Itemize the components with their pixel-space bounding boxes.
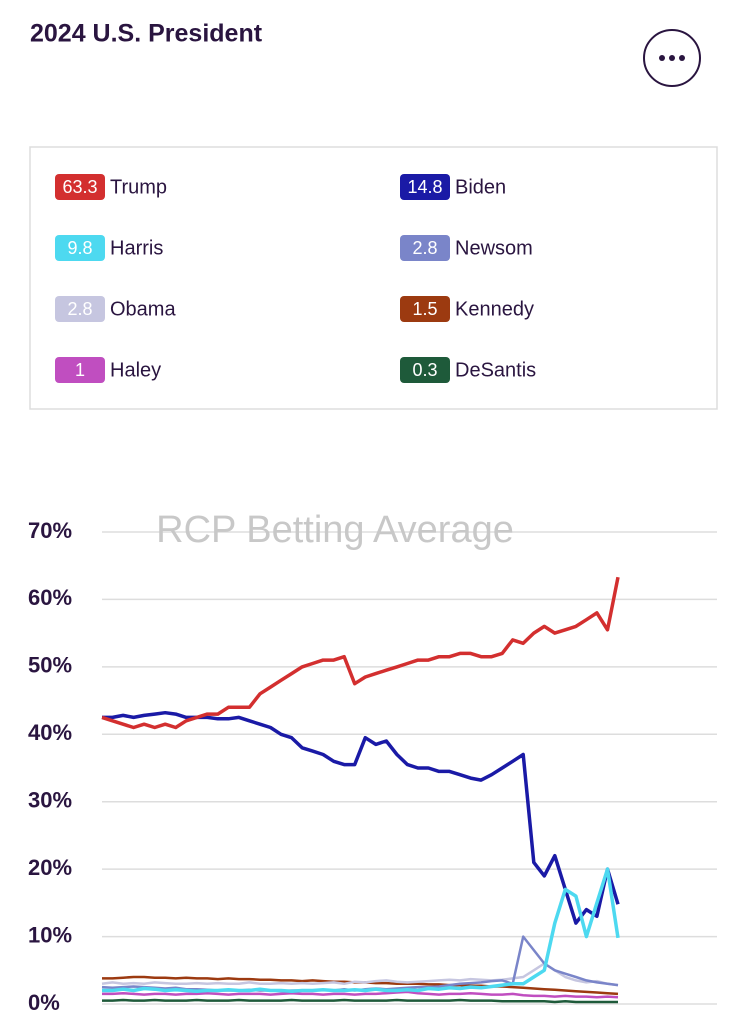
legend-value: 0.3: [412, 360, 437, 380]
y-tick-label: 0%: [28, 990, 60, 1015]
series-line: [101, 962, 619, 987]
watermark: RCP Betting Average: [156, 509, 514, 551]
series-line: [102, 867, 620, 993]
y-tick-label: 70%: [28, 518, 72, 543]
legend-name: Trump: [110, 176, 167, 198]
y-tick-label: 10%: [28, 922, 72, 947]
legend-value: 2.8: [412, 238, 437, 258]
dot: [679, 55, 685, 61]
legend-badge: [55, 296, 105, 322]
legend-badge: [400, 357, 450, 383]
series-line: [102, 710, 620, 925]
legend-value: 14.8: [407, 177, 442, 197]
legend-name: Obama: [110, 298, 176, 320]
dot: [669, 55, 675, 61]
page-title: 2024 U.S. President: [30, 20, 263, 48]
y-tick-label: 60%: [28, 585, 72, 610]
legend-value: 1.5: [412, 299, 437, 319]
series-line: [102, 990, 619, 999]
y-tick-label: 20%: [28, 855, 72, 880]
grid: [102, 531, 717, 1005]
legend-badge: [55, 357, 105, 383]
legend-name: Newsom: [455, 237, 533, 259]
legend-box: [29, 146, 718, 410]
series-line: [102, 998, 618, 1004]
legend-name: Biden: [455, 176, 506, 198]
y-tick-label: 50%: [28, 653, 72, 678]
legend-name: Harris: [110, 237, 163, 259]
legend-badge: [55, 174, 105, 200]
legend-name: Kennedy: [455, 298, 534, 320]
legend-badge: [400, 235, 450, 261]
legend-value: 1: [75, 360, 85, 380]
legend-name: Haley: [110, 359, 161, 381]
legend-value: 9.8: [67, 238, 92, 258]
series-line: [101, 576, 620, 730]
legend-badge: [55, 235, 105, 261]
more-button[interactable]: [643, 29, 701, 87]
dot: [659, 55, 665, 61]
legend-badge: [400, 174, 450, 200]
y-tick-label: 30%: [28, 788, 72, 813]
legend-name: DeSantis: [455, 359, 536, 381]
legend-value: 63.3: [62, 177, 97, 197]
legend-badge: [400, 296, 450, 322]
legend-value: 2.8: [67, 299, 92, 319]
y-tick-label: 40%: [28, 720, 72, 745]
